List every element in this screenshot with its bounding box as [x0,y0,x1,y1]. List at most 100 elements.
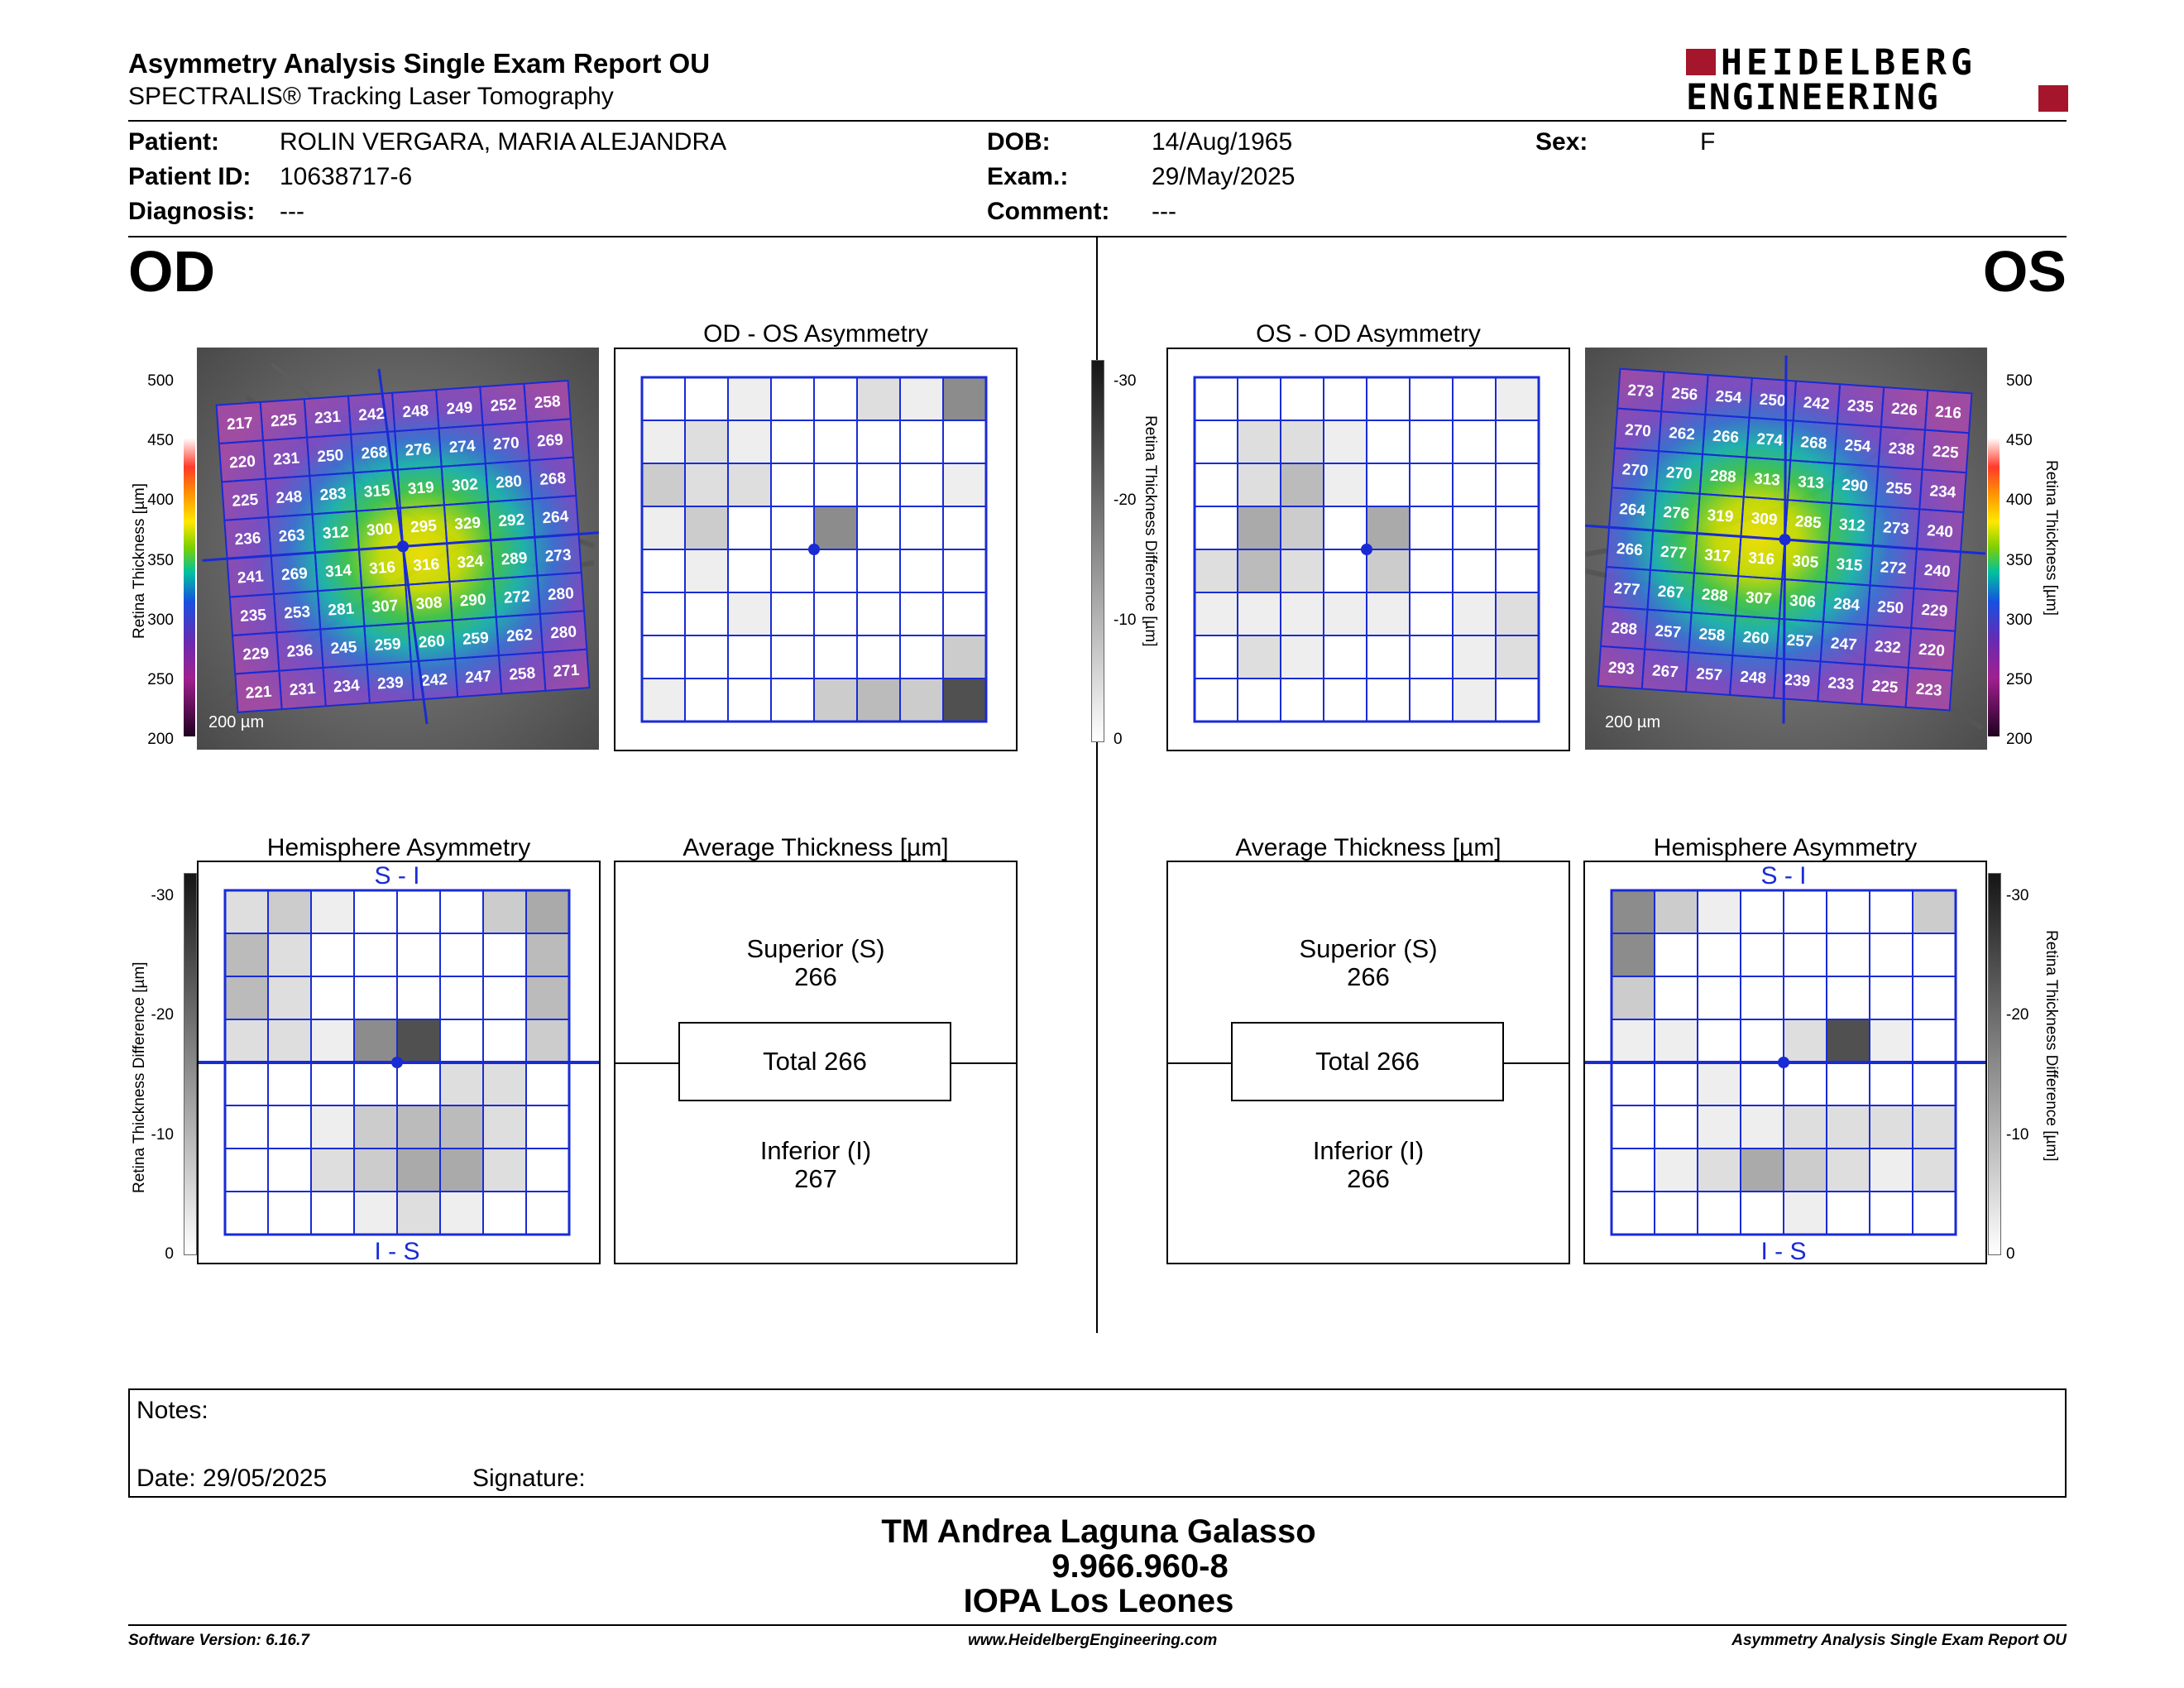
center-diff-tick-label: -30 [1114,372,1137,390]
od-thickness-value: 295 [410,517,438,536]
center-diff-tick-label: -10 [1114,611,1137,629]
od-thickness-value: 250 [317,447,344,466]
od-hemi-cell [396,1148,441,1192]
od-asym-cell [856,549,901,593]
center-diff-axis-label: Retina Thickness Difference [µm] [1142,415,1159,647]
os-asym-cell [1409,420,1454,464]
os-asym-cell [1495,420,1540,464]
os-avg-panel: Superior (S) 266 Total 266 Inferior (I) … [1166,861,1570,1264]
od-asym-cell [899,592,944,636]
os-hemi-cell [1654,1148,1698,1192]
od-asym-cell [856,376,901,421]
os-asym-cell [1237,592,1281,636]
os-asym-cell [1409,463,1454,507]
od-asym-cell [856,506,901,550]
os-hemi-cell [1826,1019,1870,1063]
os-hemi-cell [1697,1105,1741,1149]
od-asym-cell [727,376,772,421]
os-asym-cell [1495,635,1540,679]
od-hemi-cell [267,890,312,934]
od-thickness-value: 217 [226,415,253,434]
os-scale-bar: 200 µm [1605,713,1661,731]
od-asym-cell [899,420,944,464]
os-asym-cell [1323,678,1367,722]
od-hemi-cell [267,933,312,977]
od-asym-cell [727,463,772,507]
os-asym-cell [1237,420,1281,464]
od-thickness-value: 249 [446,399,473,418]
os-hemi-cell [1869,976,1913,1020]
os-hemi-cell [1826,1191,1870,1235]
os-thickness-value: 248 [1740,669,1767,688]
eye-divider [1096,237,1098,1333]
os-thickness-value: 267 [1651,662,1679,681]
od-thickness-value: 269 [536,431,563,450]
od-hemi-cell [267,1062,312,1106]
od-asym-cell [856,420,901,464]
od-thickness-value: 231 [314,408,342,427]
od-thickness-value: 316 [369,559,396,578]
os-hemi-cell [1611,933,1655,977]
od-thickness-tick-label: 400 [147,492,174,510]
od-thickness-value: 289 [500,549,528,568]
od-hemi-cell [482,933,527,977]
os-asym-cell [1452,376,1497,421]
os-asym-cell [1409,506,1454,550]
od-hemi-cell [396,976,441,1020]
os-asym-cell [1495,549,1540,593]
os-thickness-value: 288 [1611,620,1638,639]
os-thickness-value: 229 [1921,602,1948,621]
od-hemi-cell [224,1105,269,1149]
os-inferior-label: Inferior (I) [1312,1136,1425,1165]
od-hemi-cell [482,890,527,934]
comment: --- [1152,198,1176,225]
os-thickness-value: 267 [1657,583,1684,602]
os-thickness-value: 316 [1748,549,1775,568]
od-asym-cell [813,678,858,722]
od-asym-cell [899,506,944,550]
os-thickness-value: 272 [1880,559,1907,578]
os-thickness-value: 290 [1842,477,1869,496]
os-thickness-value: 257 [1655,622,1682,641]
od-hemi-cell [439,890,484,934]
od-hemi-cell [224,1019,269,1063]
os-thickness-value: 257 [1696,665,1723,684]
os-inferior-value: 266 [1347,1164,1390,1193]
od-asym-cell [856,678,901,722]
od-thickness-value: 290 [459,591,486,610]
od-asym-cell [942,635,987,679]
os-total: Total 266 [1231,1022,1504,1101]
os-hemi-cell [1697,890,1741,934]
os-thickness-value: 262 [1668,424,1695,444]
os-thickness-value: 317 [1704,546,1731,565]
os-thickness-value: 270 [1624,421,1651,440]
os-hemi-cell [1697,1148,1741,1192]
os-asym-cell [1452,592,1497,636]
od-hemi-cell [482,1062,527,1106]
od-hemi-cell [525,1191,570,1235]
os-asym-cell [1280,463,1324,507]
os-thickness-value: 225 [1871,678,1899,697]
od-asym-panel [614,348,1018,751]
os-asym-cell [1280,506,1324,550]
os-thickness-value: 234 [1929,482,1957,501]
os-thickness-value: 225 [1932,443,1960,462]
os-thickness-value: 266 [1616,540,1643,559]
website[interactable]: www.HeidelbergEngineering.com [968,1632,1218,1649]
od-asym-cell [770,549,815,593]
os-thickness-axis-label: Retina Thickness [µm] [2043,460,2060,616]
os-thickness-value: 220 [1918,641,1945,660]
od-thickness-value: 280 [547,585,574,604]
od-thickness-value: 270 [492,434,520,453]
os-hemi-cell [1654,933,1698,977]
od-asym-cell [727,635,772,679]
os-asym-cell [1452,635,1497,679]
os-hemi-cell [1783,1105,1827,1149]
od-asym-cell [856,592,901,636]
os-thickness-value: 274 [1756,430,1784,449]
os-asym-cell [1323,549,1367,593]
os-hemi-cell [1740,1019,1784,1063]
od-hemi-cell [439,933,484,977]
os-asym-cell [1194,420,1238,464]
od-total: Total 266 [678,1022,951,1101]
